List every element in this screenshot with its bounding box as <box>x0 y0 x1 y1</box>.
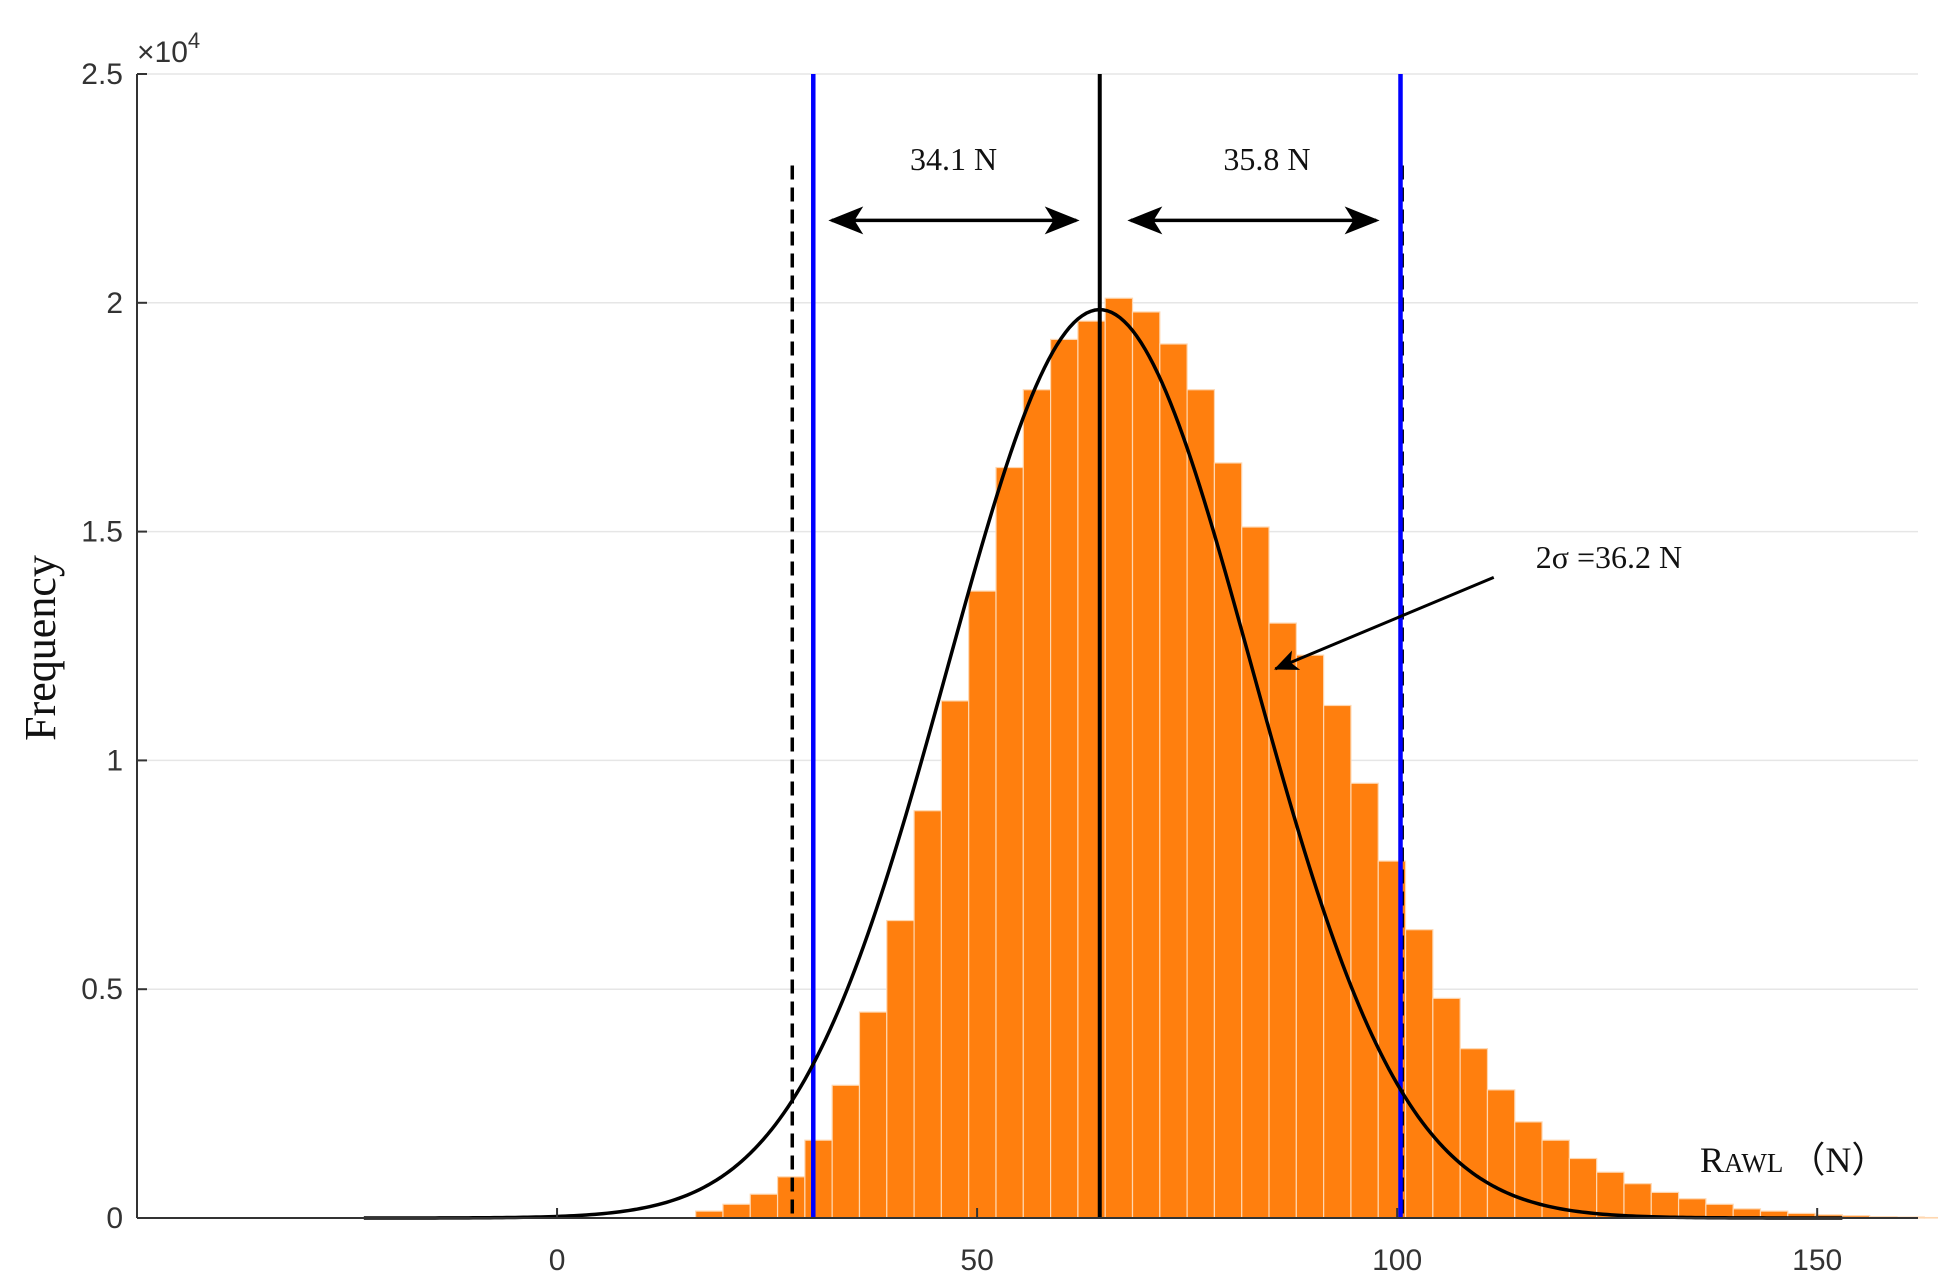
histogram-bar <box>1186 389 1216 1219</box>
y-tick-label: 0 <box>106 1202 123 1235</box>
histogram-bar <box>749 1193 779 1219</box>
histogram-bar <box>1295 654 1325 1219</box>
x-tick-label: 100 <box>1372 1244 1422 1277</box>
histogram-bar <box>1541 1139 1570 1219</box>
y-tick-label: 2 <box>106 287 123 320</box>
histogram-bar <box>1677 1198 1707 1219</box>
histogram-bar <box>968 590 997 1219</box>
y-tick-label: 1 <box>106 744 123 777</box>
histogram-bar <box>1050 338 1079 1219</box>
normal-fit-curve <box>363 307 1843 1220</box>
x-tick-label: 0 <box>549 1244 566 1277</box>
y-axis-exponent: ×104 <box>137 28 200 69</box>
x-tick-label: 150 <box>1792 1244 1842 1277</box>
histogram-bar <box>1268 622 1297 1219</box>
histogram-bar <box>804 1139 833 1219</box>
histogram-bar <box>1705 1203 1734 1219</box>
histogram-bar <box>1213 462 1243 1219</box>
x-tick-label: 50 <box>960 1244 993 1277</box>
histogram-bar <box>695 1210 724 1219</box>
histogram-bar <box>1596 1171 1625 1219</box>
histogram-bar <box>1650 1191 1680 1219</box>
histogram-bar <box>722 1203 751 1219</box>
histogram-bar <box>1159 343 1188 1219</box>
x-axis-label: RAWL （N） <box>1700 1140 1887 1180</box>
histogram-bar <box>858 1011 888 1219</box>
histogram-bars <box>695 297 1938 1219</box>
y-tick-label: 2.5 <box>81 58 123 91</box>
histogram-bar <box>1623 1183 1652 1219</box>
histogram-bar <box>940 700 970 1219</box>
y-tick-label: 1.5 <box>81 516 123 549</box>
histogram-bar <box>1104 297 1134 1219</box>
reference-lines <box>790 74 1404 1218</box>
histogram-bar <box>995 466 1024 1219</box>
y-tick-label: 0.5 <box>81 973 123 1006</box>
histogram-bar <box>1022 389 1052 1219</box>
histogram-bar <box>1432 997 1461 1219</box>
histogram-bar <box>1323 704 1352 1219</box>
annotations: 34.1 N 35.8 N 2σ =36.2 N <box>828 141 1682 671</box>
histogram-bar <box>1131 311 1161 1219</box>
annotation-arrow-sigma <box>1273 575 1495 671</box>
histogram-bar <box>1459 1048 1489 1219</box>
histogram-bar <box>886 919 915 1219</box>
histogram-bar <box>913 810 942 1219</box>
histogram-bar <box>1404 929 1434 1219</box>
y-axis-label: Frequency <box>16 555 65 741</box>
tick-labels: 0 0.5 1 1.5 2 2.5 0 50 100 150 <box>81 58 1842 1277</box>
annotation-label-sigma: 2σ =36.2 N <box>1536 539 1682 575</box>
annotation-label-right-width: 35.8 N <box>1223 141 1310 177</box>
histogram-bar <box>1486 1089 1516 1219</box>
axes <box>136 74 1918 1219</box>
histogram-bar <box>1241 526 1270 1219</box>
histogram-bar <box>1568 1157 1598 1219</box>
annotation-label-left-width: 34.1 N <box>910 141 997 177</box>
histogram-bar <box>831 1084 861 1219</box>
